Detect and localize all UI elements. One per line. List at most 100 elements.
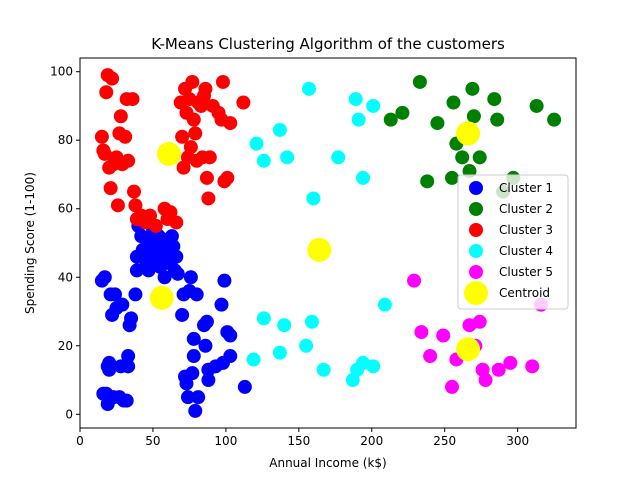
cluster-4-point: [256, 311, 271, 326]
y-tick-label: 100: [50, 65, 73, 79]
legend-marker: [464, 281, 488, 305]
cluster-4-point: [377, 297, 392, 312]
cluster-1-point: [169, 249, 184, 264]
legend-marker: [469, 202, 483, 216]
cluster-2-point: [465, 81, 480, 96]
cluster-1-point: [175, 307, 190, 322]
cluster-1-point: [191, 390, 206, 405]
cluster-3-point: [126, 184, 141, 199]
cluster-3-point: [185, 74, 200, 89]
cluster-1-point: [180, 390, 195, 405]
cluster-2-point: [466, 109, 481, 124]
cluster-2-point: [446, 95, 461, 110]
cluster-5-point: [436, 328, 451, 343]
cluster-5-point: [472, 314, 487, 329]
cluster-1-point: [97, 270, 112, 285]
cluster-2-point: [487, 92, 502, 107]
legend-label: Cluster 2: [499, 202, 553, 216]
cluster-4-point: [351, 112, 366, 127]
cluster-3-point: [113, 109, 128, 124]
cluster-1-point: [199, 314, 214, 329]
cluster-4-point: [272, 122, 287, 137]
cluster-5-point: [503, 355, 518, 370]
cluster-1-point: [128, 287, 143, 302]
legend-box: [457, 174, 569, 310]
cluster-4-point: [356, 170, 371, 185]
cluster-3-point: [175, 129, 190, 144]
cluster-1-point: [164, 229, 179, 244]
cluster-4-point: [316, 362, 331, 377]
cluster-4-point: [272, 345, 287, 360]
cluster-1-point: [237, 379, 252, 394]
cluster-3-point: [188, 126, 203, 141]
cluster-5-point: [414, 325, 429, 340]
y-axis: 0 20 40 60 80 100: [50, 65, 80, 421]
cluster-3-point: [103, 181, 118, 196]
cluster-3-point: [199, 170, 214, 185]
cluster-1-point: [119, 393, 134, 408]
cluster-4-point: [246, 352, 261, 367]
cluster-1-point: [223, 328, 238, 343]
cluster-4-point: [306, 191, 321, 206]
points-layer: [94, 68, 562, 418]
cluster-2-point: [455, 150, 470, 165]
cluster-2-point: [529, 98, 544, 113]
x-tick-label: 50: [145, 434, 160, 448]
cluster-3-point: [99, 85, 114, 100]
cluster-1-point: [189, 287, 204, 302]
cluster-3-point: [94, 129, 109, 144]
cluster-5-point: [478, 373, 493, 388]
centroid-point: [149, 285, 174, 310]
cluster-2-point: [430, 116, 445, 131]
centroid-layer: [149, 121, 481, 362]
cluster-4-point: [366, 98, 381, 113]
cluster-3-point: [121, 153, 136, 168]
cluster-1-point: [179, 376, 194, 391]
legend: Cluster 1 Cluster 2 Cluster 3 Cluster 4 Clus…: [457, 174, 569, 310]
cluster-3-point: [163, 205, 178, 220]
cluster-5-point: [445, 379, 459, 394]
legend-label: Cluster 5: [499, 265, 553, 279]
cluster-3-point: [143, 208, 158, 223]
cluster-3-point: [169, 215, 184, 230]
cluster-1-point: [115, 297, 130, 312]
cluster-1-point: [201, 373, 216, 388]
cluster-3-point: [183, 140, 198, 155]
cluster-4-point: [331, 150, 346, 165]
legend-marker: [469, 265, 483, 279]
cluster-1-point: [121, 349, 136, 364]
cluster-3-point: [128, 198, 143, 213]
cluster-5-point: [423, 349, 438, 364]
legend-label: Cluster 1: [499, 181, 553, 195]
cluster-2-point: [420, 174, 435, 189]
cluster-1-point: [183, 270, 198, 285]
cluster-5-point: [491, 362, 506, 377]
x-tick-label: 0: [76, 434, 84, 448]
cluster-1-point: [186, 349, 201, 364]
legend-label: Centroid: [499, 286, 550, 300]
x-tick-label: 200: [360, 434, 383, 448]
y-tick-label: 40: [58, 270, 73, 284]
cluster-1-point: [157, 270, 172, 285]
x-tick-label: 300: [506, 434, 529, 448]
plot-area-frame: [79, 57, 577, 429]
cluster-2-point: [547, 112, 562, 127]
cluster-1-point: [108, 287, 123, 302]
legend-label: Cluster 4: [499, 244, 553, 258]
cluster-3-point: [202, 150, 217, 165]
legend-marker: [469, 244, 483, 258]
cluster-1-point: [129, 263, 144, 278]
cluster-4-point: [280, 150, 295, 165]
cluster-2-point: [383, 112, 398, 127]
y-tick-label: 80: [58, 133, 73, 147]
y-tick-label: 60: [58, 202, 73, 216]
cluster-2-point: [412, 74, 427, 89]
cluster-5-point: [525, 359, 540, 374]
cluster-3-point: [201, 191, 216, 206]
centroid-point: [456, 337, 481, 362]
cluster-3-point: [118, 129, 133, 144]
cluster-2-point: [490, 112, 505, 127]
cluster-4-point: [277, 318, 292, 333]
cluster-4-point: [249, 136, 264, 151]
cluster-3-point: [215, 74, 230, 89]
